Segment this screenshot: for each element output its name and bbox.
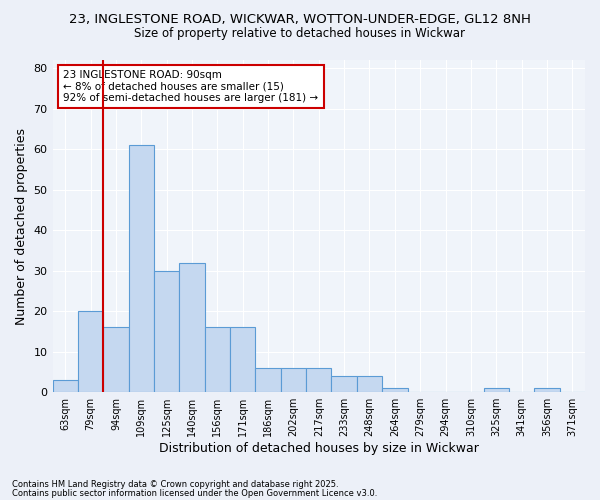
Bar	[205, 328, 230, 392]
Text: Contains HM Land Registry data © Crown copyright and database right 2025.: Contains HM Land Registry data © Crown c…	[12, 480, 338, 489]
Text: Contains public sector information licensed under the Open Government Licence v3: Contains public sector information licen…	[12, 488, 377, 498]
Bar	[281, 368, 306, 392]
Bar	[154, 270, 179, 392]
Bar	[534, 388, 560, 392]
Bar	[179, 262, 205, 392]
Bar	[103, 328, 128, 392]
Bar	[382, 388, 407, 392]
Bar	[484, 388, 509, 392]
Bar	[230, 328, 256, 392]
Bar	[331, 376, 357, 392]
Text: 23 INGLESTONE ROAD: 90sqm
← 8% of detached houses are smaller (15)
92% of semi-d: 23 INGLESTONE ROAD: 90sqm ← 8% of detach…	[63, 70, 319, 103]
Y-axis label: Number of detached properties: Number of detached properties	[15, 128, 28, 324]
Bar	[128, 145, 154, 392]
Bar	[357, 376, 382, 392]
X-axis label: Distribution of detached houses by size in Wickwar: Distribution of detached houses by size …	[159, 442, 479, 455]
Bar	[306, 368, 331, 392]
Text: Size of property relative to detached houses in Wickwar: Size of property relative to detached ho…	[134, 28, 466, 40]
Bar	[78, 311, 103, 392]
Text: 23, INGLESTONE ROAD, WICKWAR, WOTTON-UNDER-EDGE, GL12 8NH: 23, INGLESTONE ROAD, WICKWAR, WOTTON-UND…	[69, 12, 531, 26]
Bar	[256, 368, 281, 392]
Bar	[53, 380, 78, 392]
